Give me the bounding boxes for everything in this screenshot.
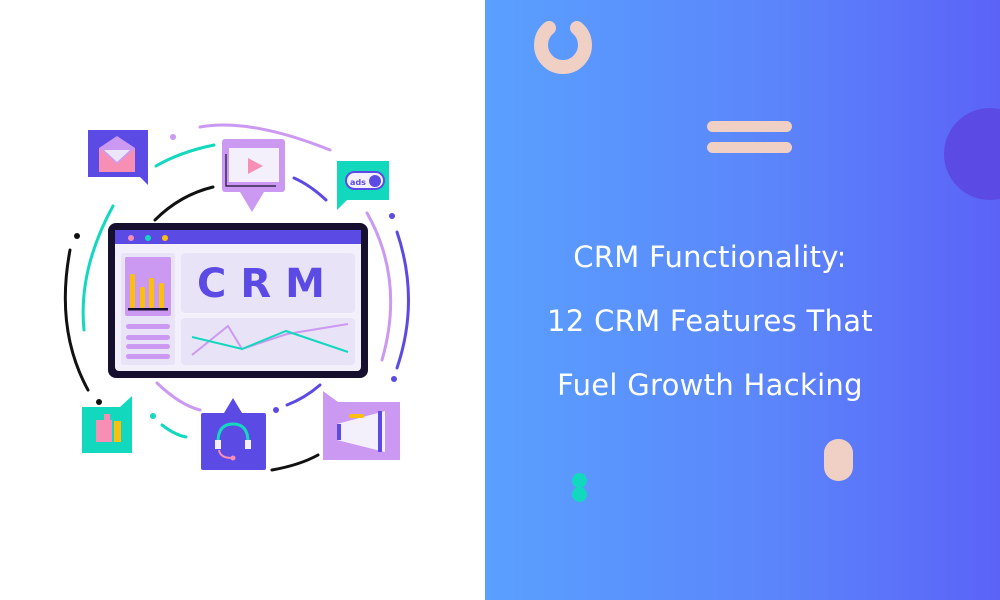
title-line-3: Fuel Growth Hacking	[557, 368, 863, 402]
bar-chart-icon	[130, 274, 164, 308]
title-banner: CRM Functionality: 12 CRM Features That …	[485, 0, 1000, 600]
line-chart-teal	[191, 329, 349, 353]
headset-support-icon	[201, 398, 266, 470]
dot-decoration	[572, 473, 587, 488]
ads-toggle-icon: ads	[337, 161, 389, 210]
crm-illustration: CRM ads	[63, 123, 410, 472]
bar-decoration	[707, 142, 792, 153]
thumbs-up-icon	[82, 396, 132, 453]
pill-decoration	[824, 439, 853, 481]
ads-label: ads	[350, 178, 366, 187]
orbit-arcs	[63, 123, 410, 472]
bar-decoration	[707, 121, 792, 132]
crm-monitor: CRM	[108, 223, 368, 378]
email-icon	[88, 130, 148, 185]
video-play-icon	[222, 139, 285, 212]
ring-decoration	[534, 21, 592, 74]
half-circle-decoration	[944, 108, 1000, 200]
title-line-2: 12 CRM Features That	[547, 304, 873, 338]
megaphone-icon	[323, 391, 400, 460]
orbit-dots	[74, 134, 397, 419]
crm-screen-text: CRM	[197, 261, 339, 307]
dot-decoration	[572, 487, 587, 502]
banner-title: CRM Functionality: 12 CRM Features That …	[485, 225, 935, 417]
title-line-1: CRM Functionality:	[573, 240, 847, 274]
